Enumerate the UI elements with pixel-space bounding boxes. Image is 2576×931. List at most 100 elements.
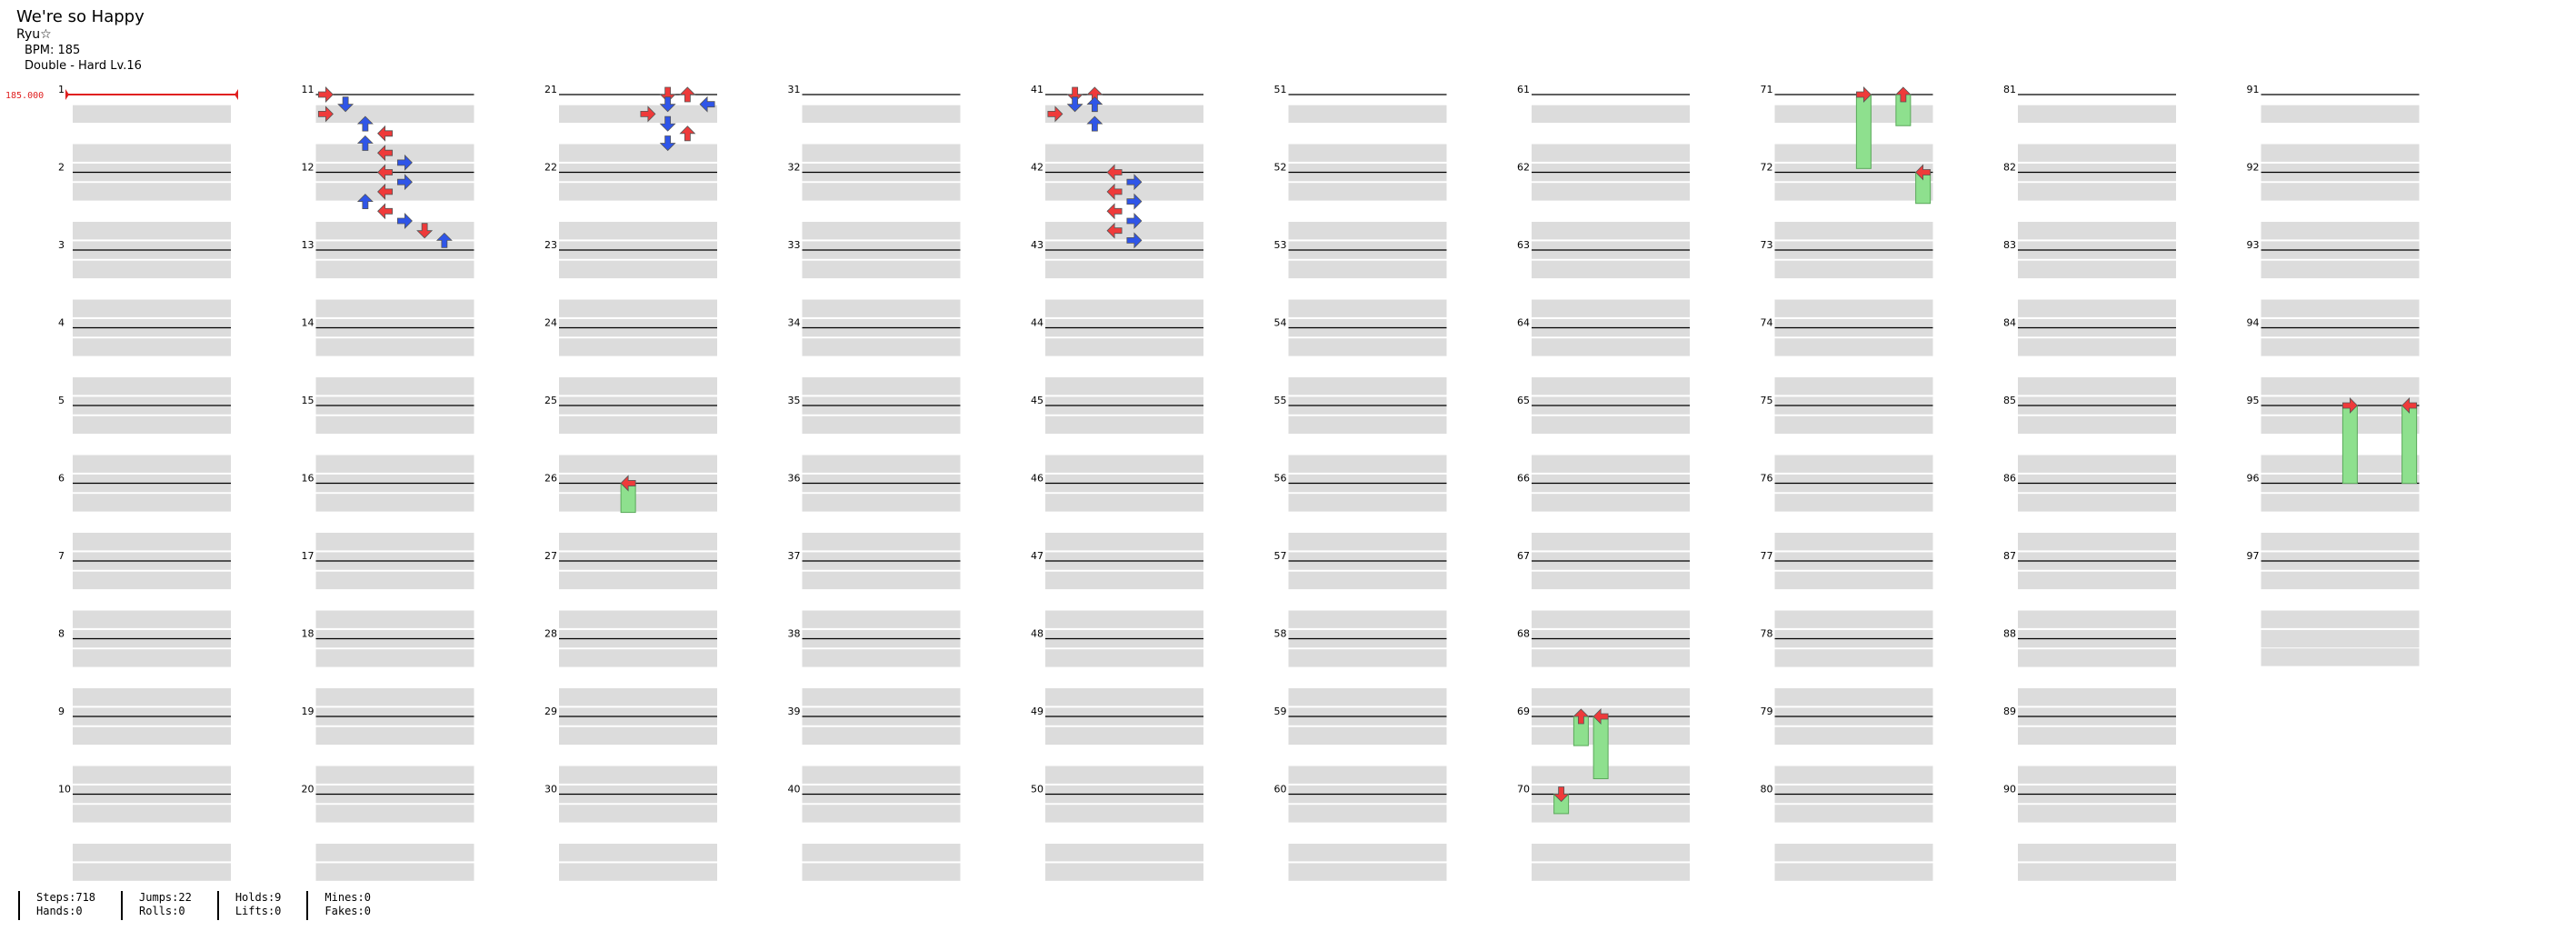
measure-label: 28 [544,628,557,640]
measure-label: 50 [1031,784,1043,796]
beat-band [1774,533,1933,551]
beat-band [559,649,717,667]
beat-band [1288,766,1447,784]
beat-band [1288,610,1447,628]
beat-band [1774,299,1933,317]
measure-label: 63 [1517,239,1530,251]
measure-label: 18 [302,628,315,640]
beat-band [73,533,231,551]
beat-band [2261,377,2420,395]
hold-note [1593,716,1609,779]
beat-band [2261,338,2420,356]
beat-band [1045,726,1203,746]
beat-band [559,105,717,124]
beat-band [2018,260,2176,279]
step-arrow [2401,397,2418,414]
measure-label: 46 [1031,473,1043,485]
step-arrow [337,96,354,113]
beat-band [1045,183,1203,201]
bpm-marker-value: 185.000 [5,91,44,101]
measure-label: 73 [1761,239,1773,251]
beat-band [73,766,231,784]
beat-band [73,688,231,706]
step-arrow [1066,96,1083,113]
measure-label: 4 [58,317,65,329]
beat-band [1045,688,1203,706]
step-arrow [659,86,676,103]
beat-band [1774,260,1933,279]
song-title: We're so Happy [16,7,145,26]
beat-band [1288,533,1447,551]
measure-label: 51 [1274,84,1287,95]
measure-label: 1 [58,84,65,95]
beat-band [802,726,961,746]
measure-label: 87 [2003,550,2016,562]
stat-jumps: Jumps:22 [139,891,192,904]
beat-band [1532,183,1690,201]
beat-band [73,338,231,356]
beat-band [1774,863,1933,881]
beat-band [1288,260,1447,279]
measure-label: 44 [1031,317,1043,329]
beat-band [2018,415,2176,435]
beat-band [1045,494,1203,512]
beat-band [1774,183,1933,201]
measure-label: 81 [2003,84,2016,95]
step-arrow [640,105,656,123]
beat-band [2261,571,2420,590]
beat-band [315,260,474,279]
beat-band [2261,610,2420,628]
beat-band [1532,863,1690,881]
beat-band [315,415,474,435]
step-arrow [396,154,413,171]
beat-band [73,144,231,162]
beat-band [802,105,961,124]
beat-band [1532,222,1690,240]
beat-band [315,222,474,240]
beat-band [2261,533,2420,551]
beat-band [1774,571,1933,590]
measure-label: 23 [544,239,557,251]
beat-band [1045,415,1203,435]
beat-band [802,260,961,279]
stat-lifts: Lifts:0 [235,905,282,917]
step-arrow [1126,193,1143,210]
stat-steps: Steps:718 [36,891,96,904]
beat-band [559,863,717,881]
beat-band [2018,183,2176,201]
beat-band [315,863,474,881]
measure-label: 37 [788,550,801,562]
measure-label: 26 [544,473,557,485]
measure-label: 97 [2247,550,2260,562]
beat-band [73,415,231,435]
beat-band [315,766,474,784]
measure-label: 96 [2247,473,2260,485]
beat-band [315,533,474,551]
beat-band [802,571,961,590]
beat-band [2261,455,2420,473]
beat-band [1532,726,1690,746]
beat-band [559,571,717,590]
hold-note [2341,405,2358,485]
beat-band [1532,571,1690,590]
beat-band [2261,299,2420,317]
beat-band [1532,688,1690,706]
beat-band [802,299,961,317]
beat-band [1774,649,1933,667]
step-arrow [377,164,394,181]
step-arrow [396,213,413,229]
beat-band [73,649,231,667]
beat-band [1532,455,1690,473]
beat-band [1045,105,1203,124]
beat-band [802,222,961,240]
step-arrow [416,223,434,239]
beat-band [1532,610,1690,628]
beat-band [1774,766,1933,784]
measure-label: 55 [1274,395,1287,406]
beat-band [1288,222,1447,240]
measure-label: 15 [302,395,315,406]
step-arrow [1047,105,1063,123]
beat-band [73,863,231,881]
measure-label: 43 [1031,239,1043,251]
